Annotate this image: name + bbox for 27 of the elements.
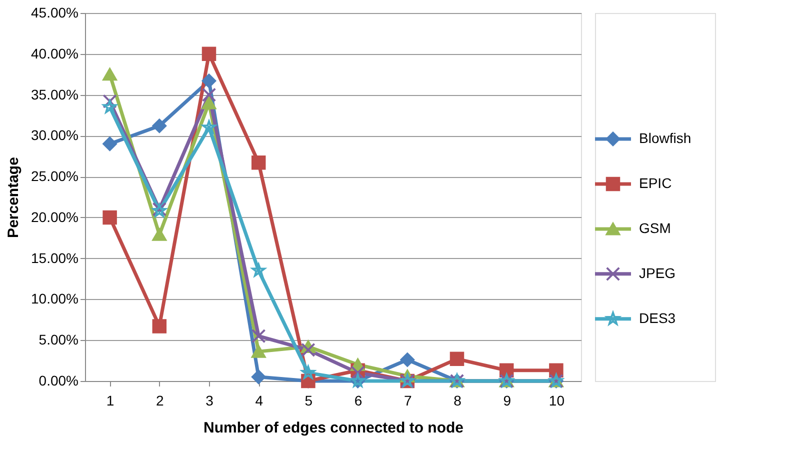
y-tick-label: 30.00% [31,127,78,144]
x-tick-label: 6 [354,392,362,408]
y-tick-label: 0.00% [38,372,78,388]
y-tick-label: 5.00% [38,332,78,348]
x-axis-title: Number of edges connected to node [203,420,464,436]
x-tick-label: 4 [255,392,264,408]
y-tick-label: 15.00% [31,250,78,266]
y-tick-label: 35.00% [31,86,78,102]
x-tick-label: 5 [304,392,313,408]
y-axis-title: Percentage [5,157,22,238]
x-tick-label: 9 [503,392,512,408]
x-tick-label: 7 [404,392,412,408]
y-tick-label: 40.00% [31,45,78,62]
x-tick-label: 3 [206,392,214,408]
x-tick-label: 8 [454,392,462,408]
legend-label: Blowfish [639,130,692,146]
y-tick-label: 45.00% [31,4,78,20]
legend-label: JPEG [639,264,676,281]
x-tick-label: 2 [156,392,164,408]
legend-label: EPIC [639,174,672,191]
legend-label: GSM [639,220,671,236]
y-tick-label: 20.00% [31,208,78,225]
y-tick-label: 10.00% [31,290,78,307]
x-tick-label: 1 [106,392,114,408]
x-tick-label: 10 [548,392,565,408]
y-tick-label: 25.00% [31,168,78,184]
legend-label: DES3 [639,310,676,326]
